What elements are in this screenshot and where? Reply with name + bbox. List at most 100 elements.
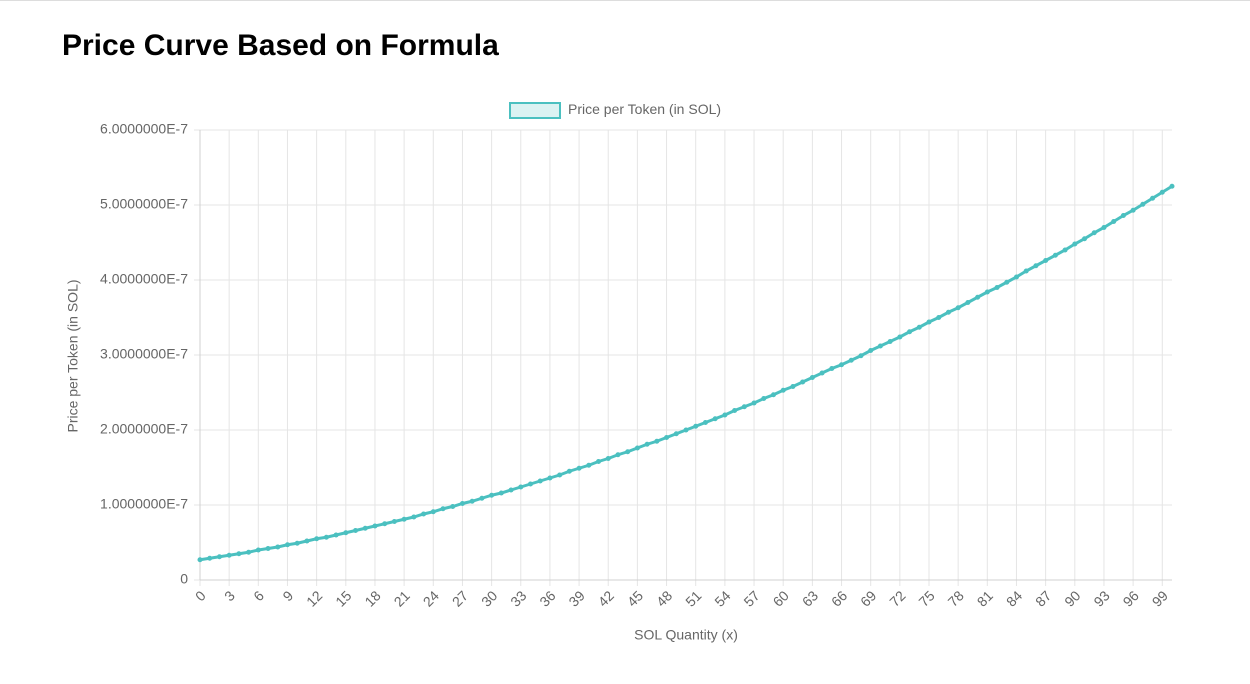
point [907,329,913,335]
point [450,504,456,509]
point [1052,252,1058,258]
point [284,542,290,548]
point [411,514,417,520]
x-tick-label: 18 [361,587,383,609]
point [916,324,922,330]
point [265,546,271,551]
point [216,554,222,560]
point [372,523,378,529]
x-tick-label: 33 [507,587,529,609]
point [489,492,495,498]
x-tick-label: 81 [974,587,996,609]
x-tick-label: 57 [740,587,762,609]
x-tick-label: 60 [770,587,792,609]
point [197,557,203,563]
x-tick-label: 27 [449,587,471,609]
point [1130,207,1136,213]
point [761,396,767,401]
y-axis-title: Price per Token (in SOL) [65,279,81,432]
point [469,498,475,504]
point [498,490,504,496]
point [440,506,446,512]
x-tick-label: 36 [536,587,558,609]
point [430,509,436,515]
x-tick-label: 3 [221,587,238,604]
point [770,392,776,398]
point [975,294,981,300]
x-tick-label: 66 [828,587,850,609]
point [712,416,718,422]
point [732,408,738,413]
point [294,540,300,546]
point [1101,225,1107,230]
point [926,319,932,325]
x-tick-label: 48 [653,587,675,609]
point [644,441,650,447]
point [848,357,854,363]
x-tick-label: 78 [945,587,967,609]
point [557,472,563,478]
point [683,427,689,433]
y-tick-label: 4.0000000E-7 [100,271,188,287]
point [615,452,621,458]
point [625,449,631,455]
point [722,412,728,418]
point [839,362,845,368]
y-tick-label: 6.0000000E-7 [100,121,188,137]
point [1013,274,1019,280]
point [858,353,864,359]
point [955,305,961,311]
x-tick-label: 21 [391,587,413,609]
x-tick-label: 0 [192,587,209,604]
point [780,387,786,393]
point [479,495,485,501]
point [304,538,310,544]
point [1072,241,1078,247]
point [1159,189,1165,195]
y-tick-label: 5.0000000E-7 [100,196,188,212]
point [605,456,611,461]
point [897,334,903,340]
point [790,384,796,389]
x-tick-label: 45 [624,587,646,609]
x-tick-label: 24 [420,587,442,609]
point [751,400,757,406]
y-tick-label: 1.0000000E-7 [100,496,188,512]
legend-swatch [509,102,561,119]
x-tick-label: 51 [682,587,704,609]
point [382,521,388,527]
x-tick-label: 63 [799,587,821,609]
x-tick-label: 54 [711,587,733,609]
point [877,343,883,349]
chart-title: Price Curve Based on Formula [62,29,499,62]
point [664,435,670,440]
point [353,528,359,533]
x-tick-label: 15 [332,587,354,609]
x-tick-label: 39 [565,587,587,609]
point [1140,201,1146,207]
point [207,555,213,561]
x-tick-label: 99 [1149,587,1171,609]
point [936,315,942,320]
x-tick-label: 90 [1061,587,1083,609]
x-tick-label: 12 [303,587,325,609]
point [693,423,699,429]
x-tick-label: 42 [595,587,617,609]
point [984,289,990,295]
point [275,544,281,550]
point [255,547,261,553]
point [1120,213,1126,218]
x-tick-label: 96 [1120,587,1142,609]
point [1033,263,1039,269]
point [566,468,572,474]
point [819,370,825,376]
x-tick-label: 30 [478,587,500,609]
legend-label: Price per Token (in SOL) [568,101,721,117]
point [362,525,368,531]
point [702,420,708,425]
point [576,465,582,471]
point [634,445,640,451]
point [1023,268,1029,274]
